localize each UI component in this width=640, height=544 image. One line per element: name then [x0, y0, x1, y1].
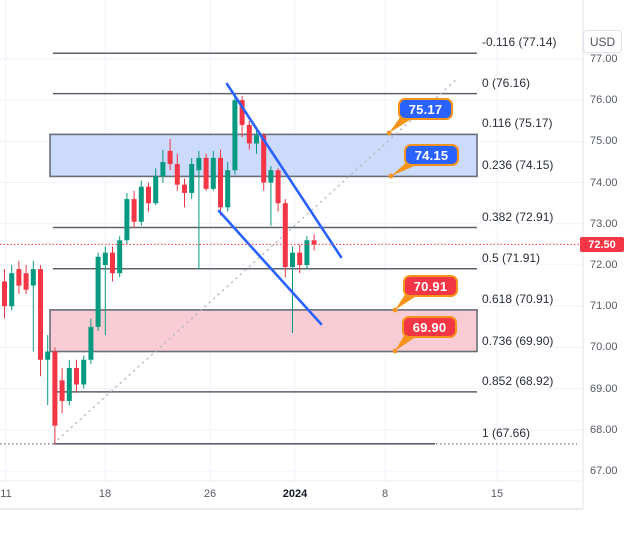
fib-level-label: 0 (76.16) — [482, 75, 531, 90]
pane-borders — [0, 0, 584, 510]
fib-level-label: -0.116 (77.14) — [482, 35, 557, 50]
time-tick-label: 18 — [98, 488, 112, 500]
trend-channel-lines[interactable] — [217, 82, 343, 326]
fib-level-label: 0.736 (69.90) — [482, 333, 554, 348]
price-tick-label: 71.00 — [590, 300, 618, 313]
price-tick-label: 75.00 — [590, 135, 618, 148]
last-price-badge: 72.50 — [580, 237, 624, 252]
fib-level-label: 0.236 (74.15) — [482, 158, 554, 173]
fib-level-label: 0.5 (71.91) — [482, 250, 541, 265]
fib-level-label: 0.382 (72.91) — [482, 209, 554, 224]
price-tick-label: 76.00 — [590, 94, 618, 107]
time-tick-label: 8 — [381, 488, 389, 500]
candles — [2, 93, 317, 444]
fib-level-label: 0.852 (68.92) — [482, 373, 554, 388]
price-tick-label: 68.00 — [590, 423, 618, 436]
fib-level-label: 1 (67.66) — [482, 425, 531, 440]
price-callout-70.91[interactable]: 70.91 — [403, 275, 458, 297]
fib-level-label: 0.116 (75.17) — [482, 116, 553, 131]
price-callout-69.90[interactable]: 69.90 — [402, 316, 457, 338]
fib-level-label: 0.618 (70.91) — [482, 291, 554, 306]
time-tick-label: 15 — [490, 488, 504, 500]
price-callout-75.17[interactable]: 75.17 — [398, 98, 453, 120]
currency-button[interactable]: USD — [583, 30, 622, 53]
fib-dashed-trendline[interactable] — [52, 77, 459, 445]
price-tick-label: 72.00 — [590, 259, 618, 271]
price-tick-label: 69.00 — [590, 382, 618, 395]
price-callout-74.15[interactable]: 74.15 — [404, 144, 459, 166]
price-tick-label: 74.00 — [590, 176, 618, 189]
time-tick-label: 26 — [203, 488, 217, 500]
price-tick-label: 67.00 — [590, 465, 618, 477]
time-tick-label: 2024 — [282, 488, 308, 500]
price-tick-label: 70.00 — [590, 341, 618, 354]
price-tick-label: 77.00 — [590, 53, 618, 65]
time-tick-label: 11 — [0, 488, 12, 500]
gridlines — [0, 0, 583, 481]
fib-level-lines[interactable] — [0, 52, 577, 445]
price-tick-label: 73.00 — [590, 217, 618, 230]
